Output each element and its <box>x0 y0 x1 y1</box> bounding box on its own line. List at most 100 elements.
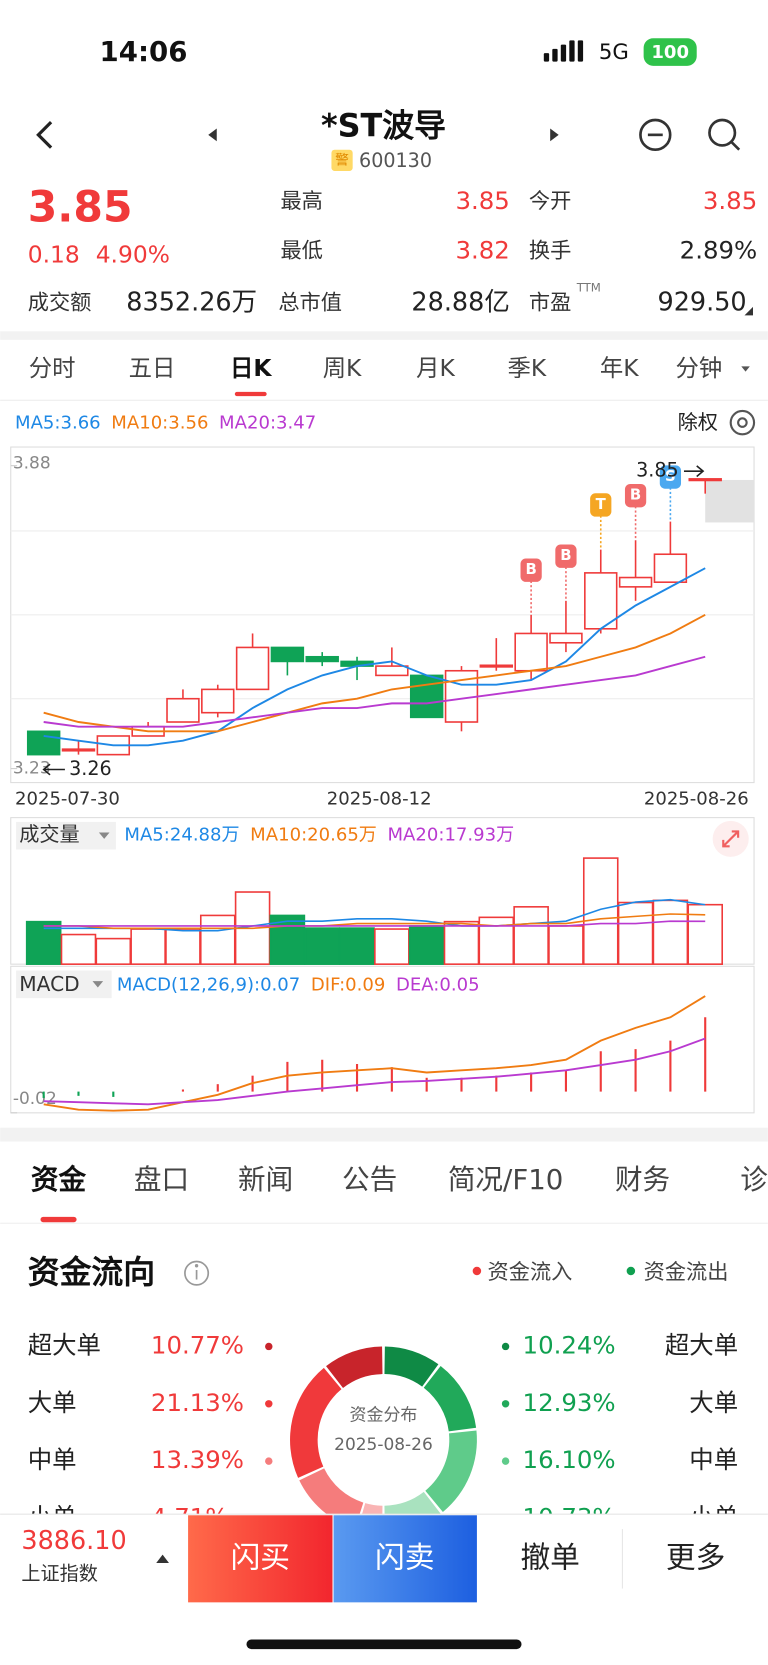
period-tab[interactable]: 季K <box>507 354 546 382</box>
settings-icon[interactable] <box>729 409 756 436</box>
volume-bar <box>408 925 445 965</box>
cancel-button[interactable]: 撤单 <box>520 1540 579 1575</box>
field-label: 换手 <box>529 239 571 264</box>
volume-bar <box>374 928 410 965</box>
inflow-dot <box>265 1342 273 1351</box>
volume-bar <box>60 933 97 965</box>
dropdown-icon[interactable] <box>98 832 110 839</box>
sell-button[interactable] <box>333 1515 477 1603</box>
signal-badge <box>624 483 647 508</box>
outflow-dot <box>501 1457 510 1465</box>
ma-line <box>43 567 706 747</box>
volume-bar <box>617 901 654 965</box>
buy-label[interactable]: 闪买 <box>231 1540 290 1575</box>
panel-label[interactable]: MACD <box>19 972 79 996</box>
field-label: 市盈 <box>529 291 571 316</box>
legend-item: DEA:0.05 <box>396 974 480 995</box>
volume-bar <box>95 937 132 965</box>
field-label: 最高 <box>280 189 322 214</box>
outflow-value: 10.24% <box>523 1330 616 1359</box>
volume-bar <box>443 920 480 965</box>
row-label: 大单 <box>689 1388 738 1417</box>
period-tab[interactable]: 日K <box>230 354 272 382</box>
network: 5G <box>599 40 629 65</box>
section-tab[interactable]: 公告 <box>342 1163 397 1196</box>
dropdown-icon[interactable] <box>741 366 750 372</box>
period-tab[interactable]: 分钟 <box>675 354 722 382</box>
battery-level: 100 <box>651 42 689 63</box>
exright-button[interactable]: 除权 <box>678 410 718 434</box>
legend-dot <box>626 1266 636 1276</box>
info-icon[interactable] <box>184 1260 210 1286</box>
signal-badge <box>659 465 682 489</box>
search-button[interactable] <box>708 118 741 151</box>
row-label: 中单 <box>28 1445 77 1474</box>
ma-line <box>43 655 706 728</box>
legend-item: MA5:24.88万 <box>124 825 239 846</box>
section-tab[interactable]: 资金 <box>31 1163 87 1196</box>
inflow-value: 10.77% <box>151 1330 244 1359</box>
candle-body <box>549 632 583 644</box>
x-tick-label: 2025-07-30 <box>15 789 120 810</box>
field-value: 929.50 <box>658 288 747 318</box>
candle-body <box>409 674 444 719</box>
ma-line <box>43 613 706 733</box>
period-tab[interactable]: 五日 <box>129 354 176 382</box>
signal-label: T <box>596 495 607 513</box>
inflow-dot <box>265 1457 273 1465</box>
battery <box>643 38 697 66</box>
stock-code: 600130 <box>359 149 432 172</box>
outflow-value: 16.10% <box>523 1445 616 1474</box>
field-value: 8352.26万 <box>126 288 257 318</box>
candle-body <box>375 665 409 677</box>
outflow-dot <box>501 1400 510 1408</box>
donut-segment <box>425 1430 477 1513</box>
ttm-label: TTM <box>576 280 601 294</box>
section-tab[interactable]: 简况/F10 <box>448 1163 563 1196</box>
period-tab[interactable]: 年K <box>600 354 639 382</box>
prev-stock[interactable] <box>208 128 217 142</box>
signal-label: B <box>630 486 641 504</box>
max-price-label: 3.85 <box>636 459 679 482</box>
section-title: 资金流向 <box>28 1253 155 1291</box>
minus-button[interactable] <box>639 118 672 152</box>
legend-item: MACD(12,26,9):0.07 <box>117 974 300 995</box>
index-name: 上证指数 <box>21 1562 97 1585</box>
volume-ma-line <box>43 920 706 927</box>
candle-body <box>61 748 96 752</box>
next-stock[interactable] <box>550 128 559 142</box>
field-value: 28.88亿 <box>411 288 509 318</box>
donut-segment <box>290 1367 342 1478</box>
signal-label: B <box>560 546 571 564</box>
field-value: 3.85 <box>455 186 509 215</box>
panel-label[interactable]: 成交量 <box>19 822 79 846</box>
macd-panel <box>10 965 755 1114</box>
buy-button[interactable] <box>188 1515 333 1603</box>
legend-item: MA10:20.65万 <box>250 825 377 846</box>
forecast-area <box>705 479 755 523</box>
section-tab[interactable]: 新闻 <box>238 1163 293 1196</box>
volume-bar <box>548 925 584 965</box>
back-button[interactable] <box>36 120 53 149</box>
donut-date: 2025-08-26 <box>334 1435 433 1455</box>
candle-body <box>201 688 235 714</box>
section-tab[interactable]: 盘口 <box>134 1163 189 1196</box>
expand-button[interactable] <box>712 820 749 857</box>
candle-body <box>270 646 305 663</box>
expand-index[interactable] <box>156 1554 169 1564</box>
sell-label[interactable]: 闪卖 <box>375 1540 434 1575</box>
y-tick-label: 3.88 <box>13 454 51 474</box>
legend-item: MA5:3.66 <box>15 413 101 434</box>
period-tab[interactable]: 分时 <box>29 354 76 382</box>
period-tab[interactable]: 周K <box>323 354 362 382</box>
inflow-value: 21.13% <box>151 1388 244 1417</box>
section-tab[interactable]: 财务 <box>615 1163 670 1196</box>
section-tab[interactable]: 诊股 <box>740 1163 768 1196</box>
dropdown-icon[interactable] <box>92 981 104 988</box>
x-tick-label: 2025-08-26 <box>644 789 749 810</box>
outflow-value: 12.93% <box>523 1388 616 1417</box>
more-button[interactable]: 更多 <box>666 1540 725 1575</box>
period-tab[interactable]: 月K <box>416 354 455 382</box>
volume-selector[interactable] <box>16 821 116 850</box>
